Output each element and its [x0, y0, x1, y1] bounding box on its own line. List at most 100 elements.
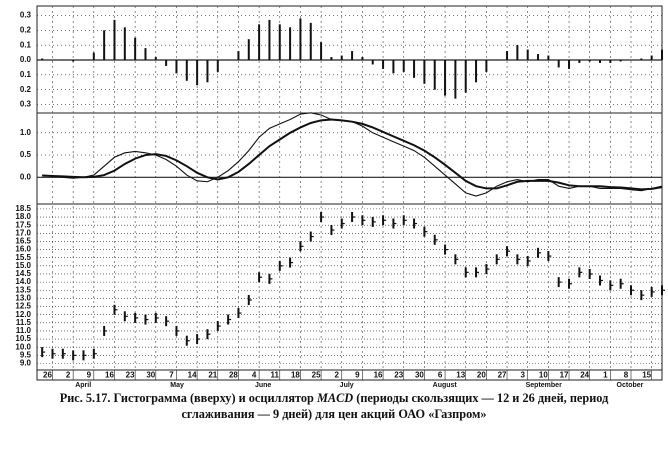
- histogram-bar: [247, 39, 250, 60]
- histogram-bar: [433, 60, 436, 90]
- x-tick-label: 23: [126, 371, 135, 380]
- x-tick-label: 15: [642, 371, 651, 380]
- y-tick-label: 0.2: [20, 85, 32, 94]
- histogram-bar: [578, 60, 581, 63]
- histogram-bar: [661, 49, 663, 60]
- y-tick-label: 12.0: [15, 310, 31, 319]
- y-tick-label: 15.5: [15, 253, 31, 262]
- histogram-bar: [588, 60, 591, 62]
- x-tick-label: 25: [312, 371, 321, 380]
- histogram-bar: [392, 60, 395, 74]
- histogram-bar: [485, 60, 488, 72]
- x-tick-label: 9: [87, 371, 92, 380]
- histogram-bar: [72, 60, 75, 62]
- histogram-bar: [144, 48, 147, 60]
- histogram-bar: [134, 37, 137, 60]
- y-tick-label: 11.5: [16, 318, 32, 327]
- histogram-bar: [340, 55, 343, 60]
- month-label: July: [340, 382, 354, 389]
- histogram-bar: [41, 58, 44, 60]
- histogram-bar: [454, 60, 457, 99]
- month-label: April: [75, 382, 91, 389]
- histogram-bar: [568, 60, 571, 69]
- y-tick-label: 0.1: [20, 40, 32, 49]
- x-tick-label: 8: [624, 371, 629, 380]
- y-tick-label: 9.0: [20, 359, 32, 368]
- histogram-bar: [630, 60, 633, 61]
- histogram-bar: [268, 19, 271, 61]
- y-tick-label: 0.0: [20, 172, 32, 181]
- caption-text: (периоды скользящих — 12 и 26 дней, пери…: [353, 391, 609, 405]
- histogram-bar: [103, 30, 106, 60]
- x-tick-label: 13: [456, 371, 465, 380]
- y-tick-label: 0.5: [20, 150, 32, 159]
- y-tick-label: 14.0: [15, 277, 31, 286]
- y-tick-label: 17.0: [15, 228, 31, 237]
- y-tick-label: 0.3: [20, 11, 32, 20]
- histogram-bar: [196, 60, 199, 86]
- histogram-bar: [113, 19, 116, 61]
- y-tick-label: 17.5: [15, 220, 31, 229]
- histogram-bar: [309, 22, 312, 60]
- x-tick-label: 4: [252, 371, 257, 380]
- histogram-bar: [61, 60, 64, 61]
- x-tick-label: 30: [415, 371, 424, 380]
- x-tick-label: 26: [43, 371, 52, 380]
- date-axis-box: [36, 369, 663, 381]
- histogram-bar: [51, 60, 54, 61]
- x-tick-label: 14: [188, 371, 197, 380]
- x-tick-label: 23: [394, 371, 403, 380]
- histogram-bar: [413, 60, 416, 78]
- month-label: September: [526, 382, 562, 389]
- x-tick-label: 21: [208, 371, 217, 380]
- histogram-bar: [464, 60, 467, 93]
- histogram-bar: [423, 60, 426, 84]
- y-tick-label: 16.5: [15, 237, 31, 246]
- x-tick-label: 2: [66, 371, 71, 380]
- x-tick-label: 3: [520, 371, 525, 380]
- y-tick-label: 16.0: [15, 245, 31, 254]
- x-tick-label: 17: [560, 371, 569, 380]
- histogram-bar: [619, 60, 622, 62]
- x-tick-label: 10: [539, 371, 548, 380]
- histogram-bar: [640, 58, 643, 60]
- histogram-bar: [175, 60, 178, 74]
- x-tick-label: 11: [271, 371, 280, 380]
- histogram-bar: [537, 54, 540, 60]
- histogram-bar: [92, 52, 95, 60]
- histogram-bar: [206, 60, 209, 83]
- x-tick-label: 18: [291, 371, 300, 380]
- histogram-bar: [382, 60, 385, 69]
- x-tick-label: 16: [105, 371, 114, 380]
- x-tick-label: 20: [477, 371, 486, 380]
- x-tick-label: 28: [229, 371, 238, 380]
- x-tick-label: 27: [498, 371, 507, 380]
- histogram-bar: [495, 60, 498, 61]
- y-tick-label: 0.0: [20, 55, 32, 64]
- y-tick-label: 11.0: [16, 326, 32, 335]
- histogram-bar: [237, 51, 240, 60]
- y-tick-label: 15.0: [15, 261, 31, 270]
- histogram-bar: [371, 60, 374, 65]
- histogram-bar: [516, 45, 519, 60]
- chart: 26 2 9 16 23 30 7 14 21 28 4 11 18 25 2 9 16 23 30 6 13 20 27 3…: [15, 5, 665, 389]
- y-tick-label: 12.5: [15, 302, 31, 311]
- y-tick-label: 0.3: [20, 100, 32, 109]
- month-label: October: [617, 382, 644, 389]
- month-label: August: [433, 382, 458, 389]
- y-tick-label: 0.1: [20, 70, 32, 79]
- y-tick-label: 14.5: [15, 269, 31, 278]
- caption-text: MACD: [316, 391, 354, 405]
- y-tick-label: 10.5: [15, 334, 31, 343]
- month-label: June: [255, 382, 271, 389]
- histogram-bar: [258, 24, 261, 60]
- x-tick-label: 30: [146, 371, 155, 380]
- histogram-bar: [526, 49, 529, 60]
- macd-line: [42, 118, 663, 191]
- histogram-bar: [154, 57, 157, 60]
- y-tick-label: 10.0: [15, 342, 31, 351]
- histogram-bar: [547, 55, 550, 60]
- y-tick-label: 18.0: [15, 212, 31, 221]
- y-tick-label: 13.0: [15, 294, 31, 303]
- histogram-bar: [557, 60, 560, 68]
